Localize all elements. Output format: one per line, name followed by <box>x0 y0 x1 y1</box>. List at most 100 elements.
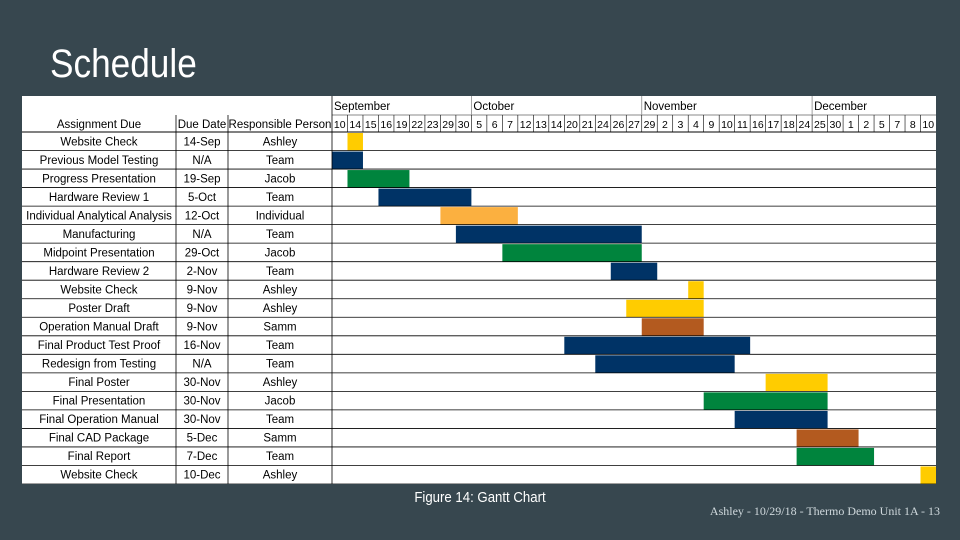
day-label: 16 <box>380 119 392 131</box>
gantt-bar <box>626 299 704 318</box>
task-name: Operation Manual Draft <box>39 322 159 334</box>
day-label: 6 <box>492 119 498 131</box>
figure-caption: Figure 14: Gantt Chart <box>414 489 546 506</box>
day-label: 3 <box>678 119 684 131</box>
day-label: 24 <box>597 119 609 131</box>
gantt-bar <box>920 466 936 484</box>
task-name: Midpoint Presentation <box>43 247 154 259</box>
day-label: 10 <box>922 119 934 131</box>
day-label: 10 <box>334 119 346 131</box>
gantt-bar <box>734 410 828 429</box>
task-name: Redesign from Testing <box>42 359 156 371</box>
day-label: 16 <box>752 119 764 131</box>
task-name: Final Presentation <box>53 396 146 408</box>
day-label: 30 <box>458 119 470 131</box>
day-label: 23 <box>427 119 439 131</box>
responsible-person: Team <box>266 414 294 426</box>
responsible-person: Team <box>266 359 294 371</box>
day-label: 30 <box>829 119 841 131</box>
gantt-bar <box>595 355 735 373</box>
due-date: 9-Nov <box>187 303 218 315</box>
task-name: Previous Model Testing <box>40 155 159 167</box>
day-label: 8 <box>910 119 916 131</box>
responsible-person: Individual <box>256 210 305 222</box>
day-label: 2 <box>662 119 668 131</box>
gantt-bar <box>332 151 363 170</box>
day-label: 4 <box>693 119 699 131</box>
due-date: 14-Sep <box>183 136 220 148</box>
due-date: 16-Nov <box>183 340 220 352</box>
day-label: 21 <box>582 119 594 131</box>
responsible-person: Ashley <box>263 377 298 389</box>
due-date: 12-Oct <box>185 210 220 222</box>
due-date: 30-Nov <box>183 414 220 426</box>
due-date: 30-Nov <box>183 396 220 408</box>
due-date: 5-Dec <box>187 433 218 445</box>
due-date: 2-Nov <box>187 266 218 278</box>
day-label: 2 <box>863 119 869 131</box>
responsible-person: Team <box>266 266 294 278</box>
month-label: December <box>814 101 867 113</box>
responsible-person: Team <box>266 155 294 167</box>
due-date: 5-Oct <box>188 192 217 204</box>
due-date: 10-Dec <box>183 470 220 482</box>
task-name: Final Product Test Proof <box>38 340 161 352</box>
due-date: N/A <box>192 229 212 241</box>
day-label: 24 <box>799 119 811 131</box>
due-date: N/A <box>192 359 212 371</box>
column-header-task: Assignment Due <box>57 119 141 131</box>
day-label: 10 <box>721 119 733 131</box>
day-label: 11 <box>737 119 748 131</box>
task-name: Website Check <box>60 470 137 482</box>
responsible-person: Samm <box>263 322 296 334</box>
day-label: 9 <box>709 119 715 131</box>
day-label: 22 <box>411 119 423 131</box>
gantt-bar <box>796 447 875 466</box>
due-date: 9-Nov <box>187 322 218 334</box>
slide-footer: Ashley - 10/29/18 - Thermo Demo Unit 1A … <box>709 504 940 518</box>
task-name: Progress Presentation <box>42 173 156 185</box>
task-name: Individual Analytical Analysis <box>26 210 172 222</box>
gantt-bar <box>564 336 751 355</box>
day-label: 18 <box>783 119 795 131</box>
day-label: 12 <box>520 119 532 131</box>
day-label: 29 <box>442 119 454 131</box>
task-name: Final Poster <box>68 377 130 389</box>
responsible-person: Ashley <box>263 303 298 315</box>
due-date: 29-Oct <box>185 247 220 259</box>
task-name: Manufacturing <box>63 229 136 241</box>
gantt-bar <box>703 392 828 410</box>
responsible-person: Ashley <box>263 284 298 296</box>
day-label: 7 <box>894 119 900 131</box>
gantt-bar <box>502 244 642 262</box>
responsible-person: Samm <box>263 433 296 445</box>
column-header-due: Due Date <box>178 119 227 131</box>
day-label: 26 <box>613 119 625 131</box>
due-date: N/A <box>192 155 212 167</box>
slide-title: Schedule <box>50 42 197 86</box>
day-label: 7 <box>507 119 513 131</box>
gantt-bar <box>347 170 410 188</box>
month-label: October <box>473 101 514 113</box>
due-date: 9-Nov <box>187 284 218 296</box>
month-label: November <box>644 101 697 113</box>
day-label: 29 <box>644 119 656 131</box>
gantt-bar <box>765 373 828 392</box>
gantt-bar <box>641 318 704 336</box>
task-name: Hardware Review 1 <box>49 192 149 204</box>
gantt-bar <box>796 429 859 447</box>
day-label: 27 <box>628 119 640 131</box>
due-date: 19-Sep <box>183 173 220 185</box>
day-label: 19 <box>396 119 408 131</box>
responsible-person: Jacob <box>265 396 296 408</box>
gantt-bar <box>610 262 658 281</box>
task-name: Hardware Review 2 <box>49 266 149 278</box>
day-label: 25 <box>814 119 826 131</box>
task-name: Final Operation Manual <box>39 414 159 426</box>
month-label: September <box>334 101 390 113</box>
task-name: Website Check <box>60 136 137 148</box>
due-date: 30-Nov <box>183 377 220 389</box>
responsible-person: Jacob <box>265 173 296 185</box>
responsible-person: Team <box>266 192 294 204</box>
